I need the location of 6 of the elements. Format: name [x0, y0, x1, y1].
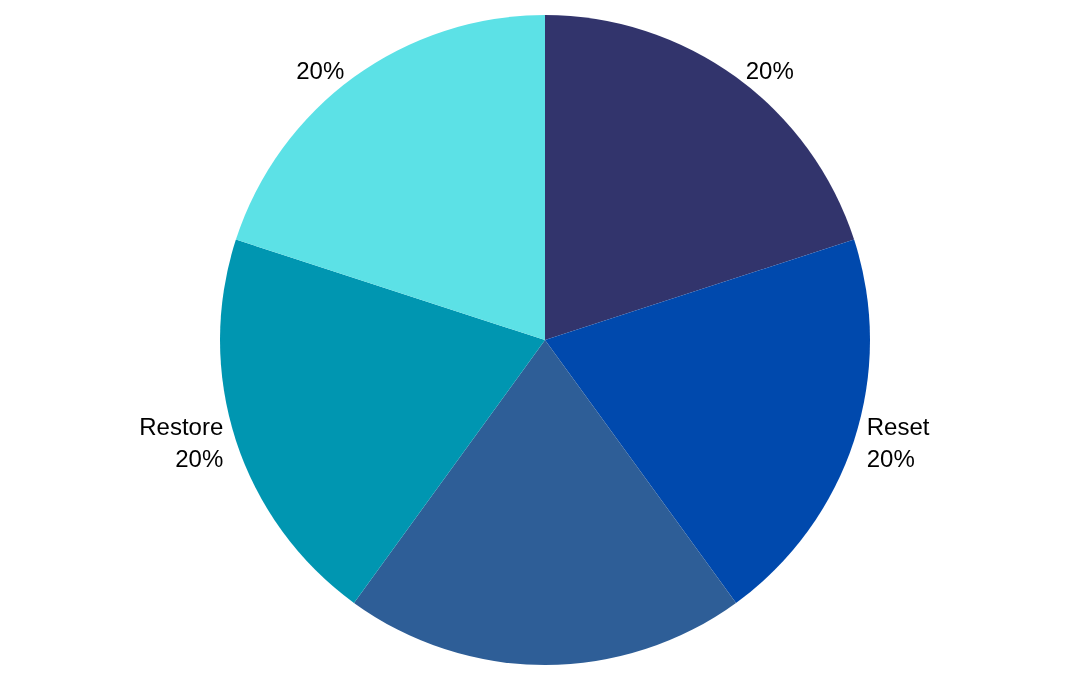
data-label: 20%: [866, 445, 915, 473]
data-label: 20%: [175, 445, 224, 473]
data-label: 20%: [745, 57, 794, 85]
data-label: 20%: [296, 57, 345, 85]
slice-label: Restore: [139, 413, 224, 441]
slice-label: Reset: [866, 413, 930, 441]
